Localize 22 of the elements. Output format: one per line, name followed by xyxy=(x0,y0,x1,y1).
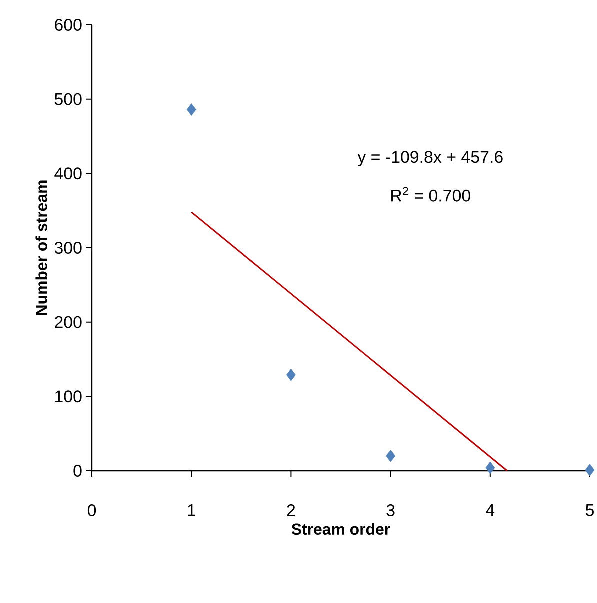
annotation: R$^{2}$ = 0.700 xyxy=(392,187,470,202)
x-tick-label: 0 xyxy=(88,504,96,517)
point xyxy=(386,450,396,462)
y-tick-label: 600 xyxy=(55,19,82,32)
x-tick-label: 5 xyxy=(586,504,594,516)
point xyxy=(286,368,296,382)
y-tick-label: 100 xyxy=(56,390,82,403)
y-tick-label: 0 xyxy=(74,465,82,477)
x-tick-label: 1 xyxy=(188,504,196,516)
point xyxy=(486,462,496,474)
y-tick-label: 500 xyxy=(54,93,82,106)
annotation: y = -109.8x + 457.6 xyxy=(358,151,503,166)
x-tick-label: 2 xyxy=(287,504,296,516)
point xyxy=(186,104,196,116)
y-tick-label: 400 xyxy=(54,168,82,180)
y-axis-title: Number of stream xyxy=(36,180,48,316)
x-tick-label: 3 xyxy=(386,504,395,517)
x-tick-label: 4 xyxy=(486,504,495,516)
y-tick-label: 300 xyxy=(54,242,82,254)
x-axis-title: Stream order xyxy=(292,523,390,536)
y-tick-label: 200 xyxy=(55,316,82,328)
point xyxy=(585,464,595,476)
